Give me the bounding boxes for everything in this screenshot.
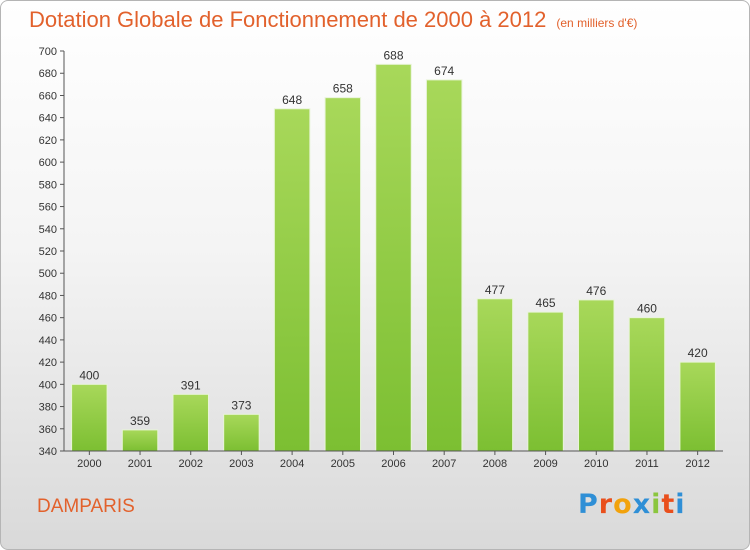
x-tick-label-2006: 2006	[381, 458, 405, 470]
y-tick-label: 580	[39, 179, 57, 191]
proxiti-logo[interactable]: Proxiti	[578, 489, 686, 520]
x-tick-label-2000: 2000	[77, 458, 101, 470]
x-tick-label-2012: 2012	[685, 458, 709, 470]
y-tick-label: 380	[39, 402, 57, 414]
y-tick-label: 520	[39, 246, 57, 258]
y-tick-label: 600	[39, 157, 57, 169]
y-tick-label: 620	[39, 135, 57, 147]
bar-2003	[223, 413, 260, 452]
logo-letter: x	[632, 489, 652, 520]
data-label-2008: 477	[485, 283, 505, 297]
chart-title: Dotation Globale de Fonctionnement de 20…	[29, 7, 637, 33]
y-tick-label: 540	[39, 224, 57, 236]
x-tick-label-2004: 2004	[280, 458, 304, 470]
data-label-2009: 465	[536, 296, 556, 310]
x-tick-label-2007: 2007	[432, 458, 456, 470]
commune-name: DAMPARIS	[37, 496, 135, 517]
bar-2007	[425, 79, 463, 452]
x-tick-label-2002: 2002	[178, 458, 202, 470]
y-tick-label: 460	[39, 313, 57, 325]
y-axis: 340 360 380 400 420 440 460 480 500 520 540 560 580 6…	[39, 46, 65, 458]
bars-group: 400 359 391 373 648 658 688 674 477 465 476 460 420	[71, 48, 716, 452]
y-tick-label: 680	[39, 68, 57, 80]
bar-2012	[679, 361, 716, 452]
y-tick-label: 560	[39, 202, 57, 214]
x-tick-label-2008: 2008	[483, 458, 507, 470]
y-tick-label: 440	[39, 335, 57, 347]
logo-letter: r	[598, 489, 614, 520]
data-label-2005: 658	[333, 82, 353, 96]
y-tick-label: 480	[39, 290, 57, 302]
x-tick-label-2003: 2003	[229, 458, 253, 470]
logo-letter: o	[613, 489, 633, 520]
x-tick-label-2010: 2010	[584, 458, 608, 470]
data-label-2003: 373	[231, 398, 251, 412]
data-label-2002: 391	[181, 378, 201, 392]
logo-letter: i	[675, 489, 686, 520]
logo-letter: i	[651, 489, 662, 520]
bar-2005	[324, 97, 362, 452]
chart-subtitle: (en milliers d'€)	[556, 16, 638, 30]
y-tick-label: 700	[39, 46, 57, 58]
y-tick-label: 400	[39, 379, 57, 391]
data-label-2011: 460	[637, 302, 657, 316]
logo-letter: P	[578, 489, 599, 520]
x-tick-label-2009: 2009	[533, 458, 557, 470]
bar-2009	[527, 311, 564, 452]
data-label-2007: 674	[434, 64, 454, 78]
data-label-2010: 476	[586, 284, 606, 298]
data-label-2004: 648	[282, 93, 302, 107]
y-tick-label: 660	[39, 90, 57, 102]
chart-title-text: Dotation Globale de Fonctionnement de 20…	[29, 7, 547, 32]
x-axis: 2000 2001 2002 2003 2004 2005 2006 2007 2008 2009…	[64, 450, 723, 470]
y-tick-label: 640	[39, 113, 57, 125]
x-tick-label-2005: 2005	[331, 458, 355, 470]
x-tick-label-2001: 2001	[128, 458, 152, 470]
bar-2000	[71, 383, 108, 452]
y-tick-label: 420	[39, 357, 57, 369]
y-tick-label: 500	[39, 268, 57, 280]
logo-letter: t	[661, 489, 676, 520]
data-label-2006: 688	[383, 48, 403, 62]
bar-2001	[121, 429, 159, 452]
data-label-2012: 420	[688, 346, 708, 360]
bar-2002	[172, 393, 209, 452]
bar-2011	[628, 317, 666, 452]
y-tick-label: 340	[39, 446, 57, 458]
data-label-2000: 400	[79, 368, 99, 382]
bar-2008	[476, 298, 514, 452]
bar-2010	[578, 299, 615, 452]
bar-2004	[273, 108, 311, 452]
y-tick-label: 360	[39, 424, 57, 436]
bar-2006	[375, 63, 412, 452]
data-label-2001: 359	[130, 414, 150, 428]
x-tick-label-2011: 2011	[635, 458, 659, 470]
